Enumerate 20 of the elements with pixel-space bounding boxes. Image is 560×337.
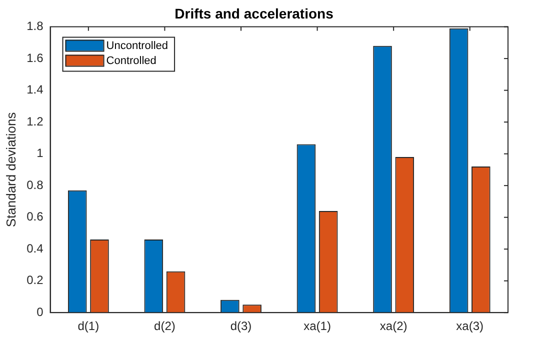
legend-label: Uncontrolled [106, 40, 168, 52]
y-axis-title: Standard deviations [3, 112, 18, 228]
x-tick-label: xa(1) [304, 319, 331, 334]
y-tick-label: 1.4 [26, 82, 44, 97]
y-tick-label: 1.6 [26, 50, 44, 65]
chart-title: Drifts and accelerations [174, 5, 334, 22]
y-tick-label: 0 [36, 304, 44, 319]
y-tick-label: 1.2 [26, 114, 44, 128]
x-tick-label: d(2) [154, 319, 176, 334]
y-tick-label: 1 [36, 146, 44, 160]
y-tick-label: 0.4 [26, 241, 44, 256]
legend-label: Controlled [106, 54, 156, 67]
y-tick-label: 0.8 [26, 178, 44, 192]
x-tick-label: d(3) [230, 319, 252, 334]
x-tick-label: d(1) [78, 319, 100, 334]
y-tick-label: 0.2 [26, 273, 44, 288]
x-tick-label: xa(2) [380, 319, 408, 334]
x-tick-label: xa(3) [456, 319, 484, 334]
y-tick-label: 0.6 [26, 210, 44, 224]
y-tick-label: 1.8 [26, 19, 44, 34]
